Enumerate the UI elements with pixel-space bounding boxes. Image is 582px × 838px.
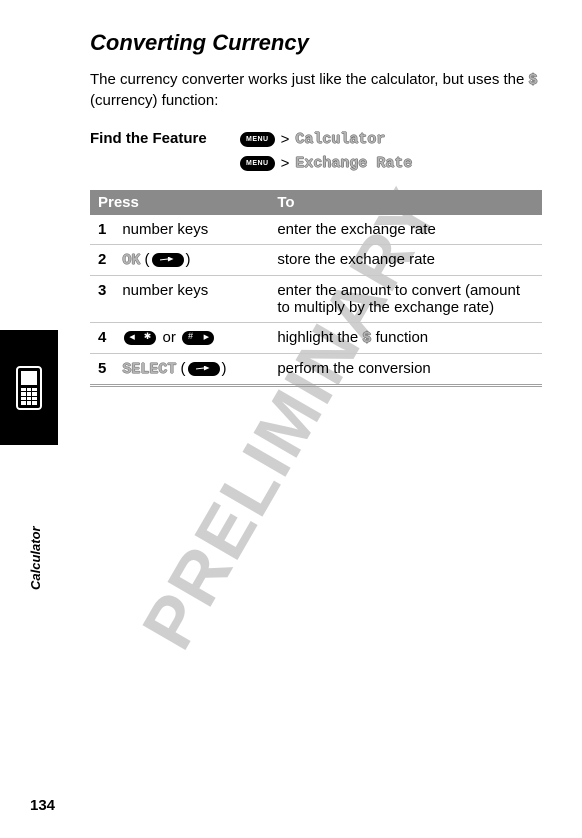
path-line-2: MENU > Exchange Rate <box>240 152 412 176</box>
step-to: perform the conversion <box>269 353 542 385</box>
step-number: 1 <box>90 215 114 245</box>
step-press: or <box>114 322 269 353</box>
step-press: number keys <box>114 215 269 245</box>
table-row: 1 number keys enter the exchange rate <box>90 215 542 245</box>
step-to: highlight the $ function <box>269 322 542 353</box>
gt-2: > <box>281 152 290 176</box>
step-number: 4 <box>90 322 114 353</box>
star-key-icon <box>124 331 156 345</box>
step-number: 3 <box>90 275 114 322</box>
intro-text-1: The currency converter works just like t… <box>90 71 529 88</box>
col-header-press: Press <box>90 190 269 215</box>
step-to: enter the exchange rate <box>269 215 542 245</box>
path-calculator: Calculator <box>295 128 385 152</box>
page-title: Converting Currency <box>90 30 542 56</box>
softkey-ok: OK <box>122 252 140 269</box>
hash-key-icon <box>182 331 214 345</box>
step-number: 2 <box>90 244 114 275</box>
side-tab <box>0 330 58 445</box>
step-number: 5 <box>90 353 114 385</box>
softkey-select: SELECT <box>122 361 176 378</box>
find-feature-row: Find the Feature MENU > Calculator MENU … <box>90 128 542 176</box>
table-row: 3 number keys enter the amount to conver… <box>90 275 542 322</box>
side-section-label: Calculator <box>28 526 43 590</box>
find-feature-label: Find the Feature <box>90 128 240 147</box>
currency-symbol: $ <box>529 72 538 89</box>
menu-key-icon: MENU <box>240 132 275 147</box>
table-row: 5 SELECT () perform the conversion <box>90 353 542 385</box>
page-number: 134 <box>30 797 55 814</box>
intro-text-2: (currency) function: <box>90 92 218 109</box>
steps-table: Press To 1 number keys enter the exchang… <box>90 190 542 387</box>
gt-1: > <box>281 128 290 152</box>
col-header-to: To <box>269 190 542 215</box>
table-row: 4 or highlight the $ function <box>90 322 542 353</box>
step-press: SELECT () <box>114 353 269 385</box>
to-post: function <box>371 329 428 346</box>
find-feature-path: MENU > Calculator MENU > Exchange Rate <box>240 128 412 176</box>
table-header-row: Press To <box>90 190 542 215</box>
menu-key-icon: MENU <box>240 156 275 171</box>
table-row: 2 OK () store the exchange rate <box>90 244 542 275</box>
step-to: store the exchange rate <box>269 244 542 275</box>
intro-paragraph: The currency converter works just like t… <box>90 70 542 112</box>
step-to: enter the amount to convert (amount to m… <box>269 275 542 322</box>
calculator-phone-icon <box>16 366 42 410</box>
or-text: or <box>158 329 180 346</box>
send-key-icon <box>188 362 220 376</box>
path-exchange-rate: Exchange Rate <box>295 152 412 176</box>
path-line-1: MENU > Calculator <box>240 128 412 152</box>
send-key-icon <box>152 253 184 267</box>
step-press: OK () <box>114 244 269 275</box>
page-content: Converting Currency The currency convert… <box>0 0 582 387</box>
step-press: number keys <box>114 275 269 322</box>
to-pre: highlight the <box>277 329 362 346</box>
